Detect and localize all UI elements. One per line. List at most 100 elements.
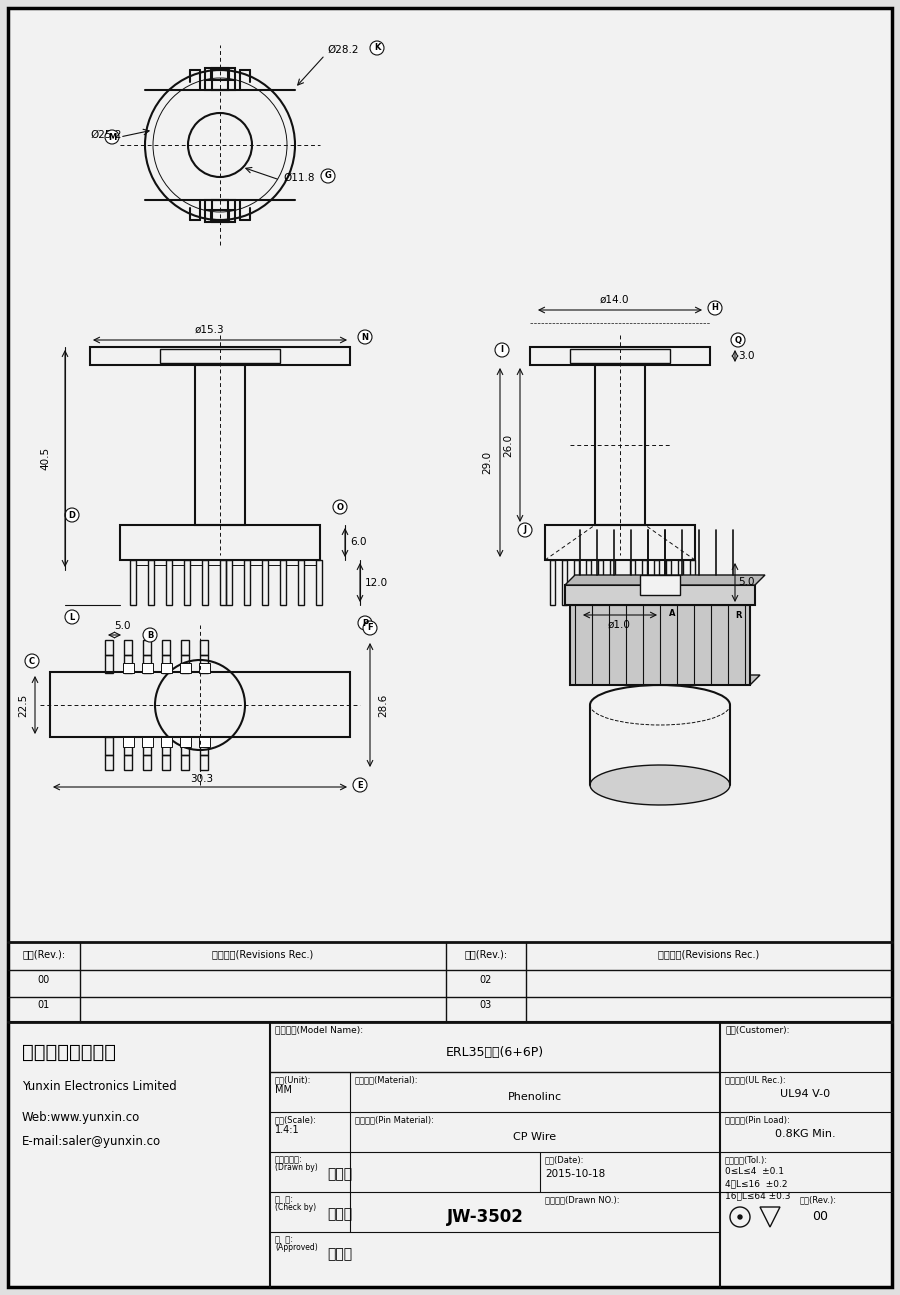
Text: JW-3502: JW-3502 xyxy=(446,1208,524,1226)
Bar xyxy=(212,69,228,89)
Bar xyxy=(202,559,208,605)
Bar xyxy=(574,559,579,605)
Text: Ø11.8: Ø11.8 xyxy=(283,174,314,183)
Polygon shape xyxy=(565,575,765,585)
Bar xyxy=(124,640,132,655)
Text: (Approved): (Approved) xyxy=(275,1243,318,1252)
Bar xyxy=(200,640,208,655)
Bar xyxy=(160,348,280,363)
Text: M: M xyxy=(108,132,116,141)
Text: B: B xyxy=(147,631,153,640)
Polygon shape xyxy=(570,675,760,685)
Bar xyxy=(530,347,710,365)
Bar xyxy=(220,559,226,605)
Text: 规格描述(Model Name):: 规格描述(Model Name): xyxy=(275,1026,363,1035)
Bar xyxy=(166,559,172,605)
Bar xyxy=(212,199,228,221)
Bar xyxy=(280,559,286,605)
Bar xyxy=(642,559,647,605)
Circle shape xyxy=(143,628,157,642)
Bar xyxy=(205,69,235,89)
Bar xyxy=(208,559,220,565)
Bar xyxy=(199,737,210,747)
Text: I: I xyxy=(500,346,503,355)
Bar xyxy=(200,655,208,673)
Bar xyxy=(678,559,683,605)
Bar xyxy=(105,755,113,771)
Text: UL94 V-0: UL94 V-0 xyxy=(780,1089,830,1099)
Bar xyxy=(143,640,151,655)
Text: K: K xyxy=(374,44,380,53)
Bar xyxy=(184,559,190,605)
Text: P: P xyxy=(362,619,368,628)
Text: 00: 00 xyxy=(812,1211,828,1224)
Text: Q: Q xyxy=(734,335,742,344)
Text: 26.0: 26.0 xyxy=(503,434,513,457)
Text: ø15.3: ø15.3 xyxy=(195,325,225,335)
Text: Ø25.2: Ø25.2 xyxy=(91,130,122,140)
Text: 工程与设计:: 工程与设计: xyxy=(275,1155,302,1164)
Text: 3.0: 3.0 xyxy=(738,351,754,361)
Bar xyxy=(120,524,320,559)
Text: E: E xyxy=(357,781,363,790)
Bar xyxy=(586,559,591,605)
Text: 云芯电子有限公司: 云芯电子有限公司 xyxy=(22,1042,116,1062)
Bar xyxy=(143,755,151,771)
Bar xyxy=(162,755,170,771)
Text: 6.0: 6.0 xyxy=(350,537,366,546)
Text: 防火等级(UL Rec.):: 防火等级(UL Rec.): xyxy=(725,1076,786,1084)
Text: H: H xyxy=(712,303,718,312)
Bar xyxy=(226,559,232,605)
Bar xyxy=(654,559,659,605)
Text: 核  准:: 核 准: xyxy=(275,1235,293,1244)
Bar xyxy=(244,559,250,605)
Bar xyxy=(286,559,298,565)
Circle shape xyxy=(665,606,679,620)
Bar xyxy=(199,663,210,673)
Text: 0.8KG Min.: 0.8KG Min. xyxy=(775,1129,835,1140)
Text: 客户(Customer):: 客户(Customer): xyxy=(725,1026,789,1035)
Bar xyxy=(161,737,172,747)
Circle shape xyxy=(358,616,372,629)
Circle shape xyxy=(65,508,79,522)
Text: 5.0: 5.0 xyxy=(738,578,754,587)
Text: 28.6: 28.6 xyxy=(378,693,388,716)
Text: Phenolinc: Phenolinc xyxy=(508,1092,562,1102)
Bar xyxy=(162,640,170,655)
Bar xyxy=(161,663,172,673)
Text: 校  对:: 校 对: xyxy=(275,1195,293,1204)
Bar xyxy=(200,755,208,771)
Text: N: N xyxy=(362,333,368,342)
Text: Ø28.2: Ø28.2 xyxy=(327,45,358,54)
Bar xyxy=(190,559,202,565)
Text: 针脚材质(Pin Material):: 针脚材质(Pin Material): xyxy=(355,1115,434,1124)
Text: 16〈L≤64 ±0.3: 16〈L≤64 ±0.3 xyxy=(725,1191,790,1200)
Bar xyxy=(90,347,350,365)
Bar xyxy=(154,559,166,565)
Text: 产品编号(Drawn NO.):: 产品编号(Drawn NO.): xyxy=(545,1195,619,1204)
Text: 版本(Rev.):: 版本(Rev.): xyxy=(800,1195,837,1204)
Text: E-mail:saler@yunxin.co: E-mail:saler@yunxin.co xyxy=(22,1136,161,1149)
Bar xyxy=(136,559,148,565)
Circle shape xyxy=(738,1215,742,1219)
Circle shape xyxy=(65,610,79,624)
Circle shape xyxy=(333,500,347,514)
Bar xyxy=(690,559,695,605)
Bar xyxy=(200,737,208,755)
Text: 2015-10-18: 2015-10-18 xyxy=(545,1169,605,1178)
Text: 03: 03 xyxy=(480,1000,492,1010)
Text: 刘水强: 刘水强 xyxy=(328,1167,353,1181)
Bar xyxy=(205,199,235,221)
Text: Yunxin Electronics Limited: Yunxin Electronics Limited xyxy=(22,1080,176,1093)
Text: 本体材质(Material):: 本体材质(Material): xyxy=(355,1076,418,1084)
Text: C: C xyxy=(29,657,35,666)
Text: 0≤L≤4  ±0.1: 0≤L≤4 ±0.1 xyxy=(725,1168,784,1176)
Text: 版本(Rev.):: 版本(Rev.): xyxy=(464,949,508,960)
Bar xyxy=(105,655,113,673)
Circle shape xyxy=(370,41,384,54)
Text: 版本(Rev.):: 版本(Rev.): xyxy=(22,949,66,960)
Text: 1.4:1: 1.4:1 xyxy=(275,1125,300,1134)
Bar xyxy=(545,524,695,559)
Bar xyxy=(180,737,191,747)
Text: 4〈L≤16  ±0.2: 4〈L≤16 ±0.2 xyxy=(725,1180,788,1189)
